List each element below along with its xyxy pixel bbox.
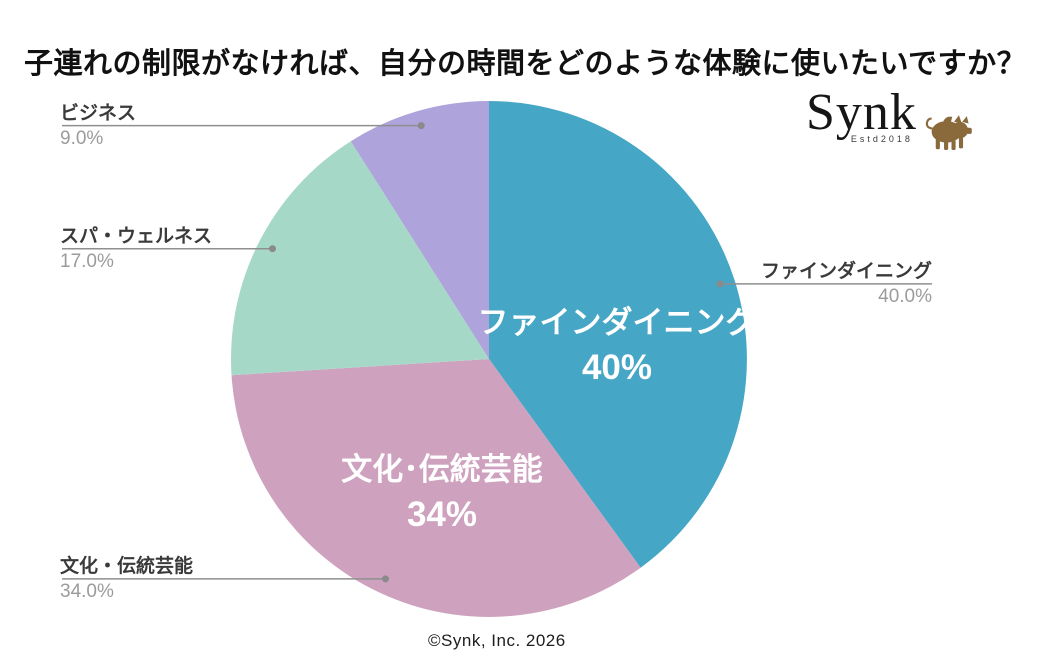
pie-slice-2 [230,141,489,376]
leader-dot-1 [382,575,389,583]
pie-slice-0 [489,101,747,568]
copyright-text: ©Synk, Inc. 2026 [428,631,566,650]
pie-slice-1 [231,359,641,617]
leader-dot-2 [269,245,276,253]
logo-estd-text: Estd2018 [850,134,913,144]
leader-dot-0 [716,280,724,288]
leader-dot-3 [417,122,425,130]
pie-slice-3 [350,101,489,359]
pig-icon [925,110,973,157]
logo-wordmark: Synk [806,84,917,141]
chart-title: 子連れの制限がなければ、自分の時間をどのような体験に使いたいですか？ [24,48,1027,80]
synk-logo: Synk Estd2018 [806,84,973,157]
